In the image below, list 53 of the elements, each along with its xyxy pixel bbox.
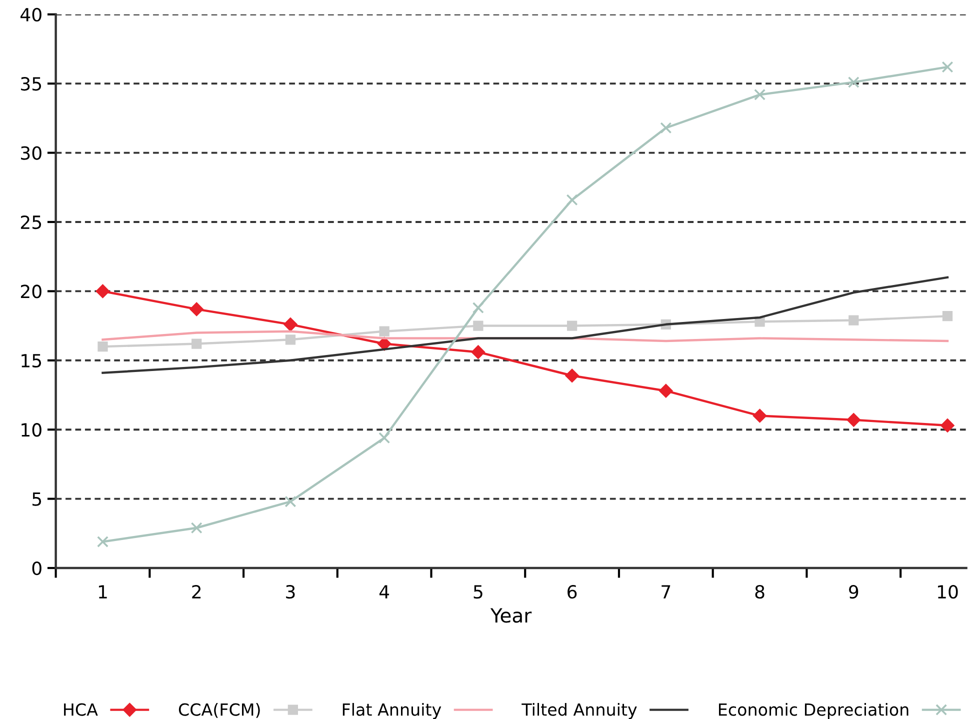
- legend-label: HCA: [64, 703, 98, 716]
- point: [96, 536, 108, 548]
- point: [940, 418, 954, 432]
- y-tick-label: 10: [22, 423, 42, 437]
- x-tick-label: 4: [379, 585, 390, 598]
- point: [660, 122, 672, 134]
- y-tick-label: 5: [32, 492, 42, 506]
- legend-label: Economic Depreciation: [718, 702, 908, 719]
- point: [566, 194, 578, 206]
- legend-label: Tilted Annuity: [522, 702, 637, 719]
- point: [848, 76, 860, 88]
- point: [848, 315, 859, 326]
- point: [378, 432, 390, 444]
- y-tick-label: 20: [20, 284, 42, 298]
- x-tick-label: 8: [755, 584, 764, 599]
- point: [566, 320, 578, 331]
- point: [190, 522, 202, 534]
- y-tick-label: 25: [20, 215, 42, 230]
- point: [846, 413, 860, 427]
- point: [471, 345, 485, 359]
- legend-label: CCA(FCM): [178, 702, 260, 718]
- point: [284, 496, 296, 508]
- x-tick-label: 7: [662, 585, 670, 598]
- point: [472, 302, 484, 314]
- point: [659, 384, 673, 398]
- point: [942, 61, 954, 73]
- x-axis-title: Year: [490, 608, 532, 623]
- point: [752, 408, 767, 423]
- y-tick-label: 15: [22, 354, 42, 368]
- point: [379, 326, 390, 336]
- y-tick-label: 40: [20, 8, 42, 22]
- x-tick-label: 1: [98, 585, 107, 598]
- point: [473, 320, 484, 331]
- x-tick-label: 6: [568, 584, 577, 599]
- point: [284, 318, 298, 332]
- point: [98, 341, 108, 352]
- x-tick-label: 3: [286, 584, 295, 599]
- point: [565, 368, 579, 382]
- y-tick-label: 30: [21, 146, 42, 160]
- point: [285, 334, 296, 345]
- point: [192, 338, 202, 349]
- x-tick-label: 5: [474, 585, 482, 599]
- y-tick-label: 35: [21, 77, 42, 91]
- legend-label: Flat Annuity: [342, 702, 442, 719]
- point: [378, 336, 392, 351]
- point: [942, 311, 953, 322]
- x-tick-label: 9: [849, 584, 858, 599]
- point: [754, 88, 766, 100]
- y-tick-label: 0: [32, 561, 42, 576]
- point: [190, 302, 204, 316]
- x-tick-label: 10: [938, 584, 958, 599]
- point: [96, 284, 110, 298]
- x-tick-label: 2: [192, 584, 201, 598]
